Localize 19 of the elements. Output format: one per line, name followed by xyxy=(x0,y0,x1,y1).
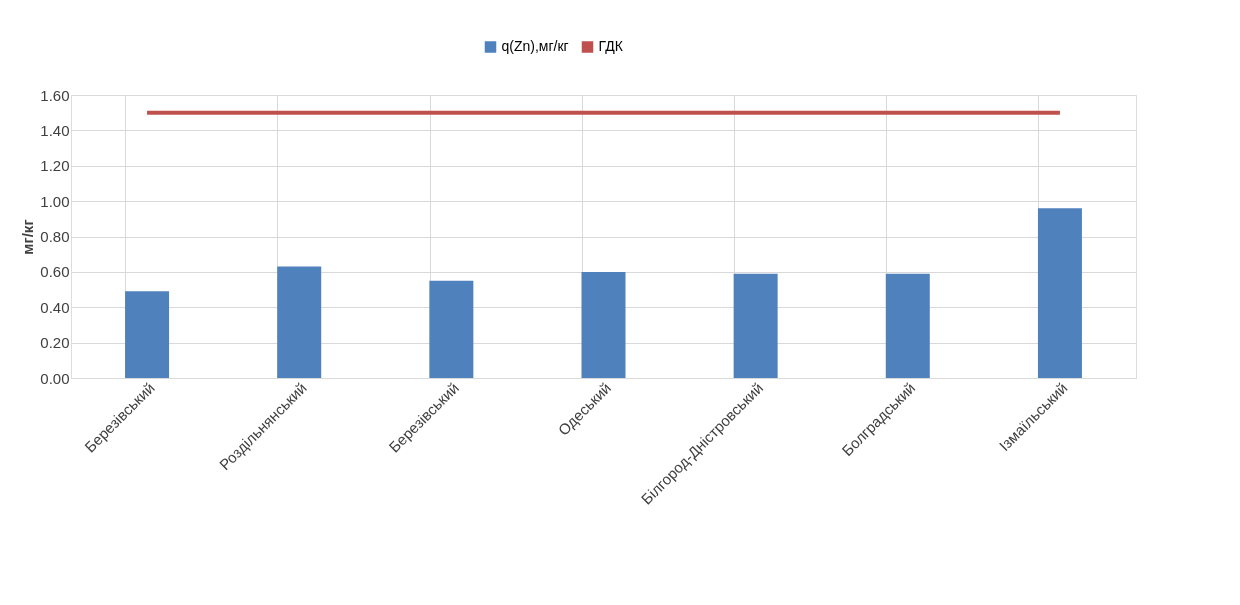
bar xyxy=(581,271,626,378)
y-tick-label: 1.40 xyxy=(40,121,70,139)
y-tick-label: 0.00 xyxy=(40,369,70,387)
bar xyxy=(125,291,170,378)
y-tick-label: 0.40 xyxy=(40,298,70,316)
bar xyxy=(733,273,778,378)
y-tick-label: 0.80 xyxy=(40,228,70,245)
bar xyxy=(885,273,930,378)
bar xyxy=(429,280,474,378)
y-tick-label: 0.20 xyxy=(40,334,70,352)
y-tick-label: 1.00 xyxy=(40,192,70,210)
bar xyxy=(277,266,322,378)
y-tick-label: 1.20 xyxy=(40,157,70,175)
bar xyxy=(1037,208,1082,378)
y-tick-label: 1.60 xyxy=(40,86,70,104)
y-tick-label: 0.60 xyxy=(40,263,70,281)
legend-label: ГДК xyxy=(598,38,624,54)
legend-label: q(Zn),мг/кг xyxy=(501,38,569,54)
y-axis-title: мг/кг xyxy=(19,219,37,255)
